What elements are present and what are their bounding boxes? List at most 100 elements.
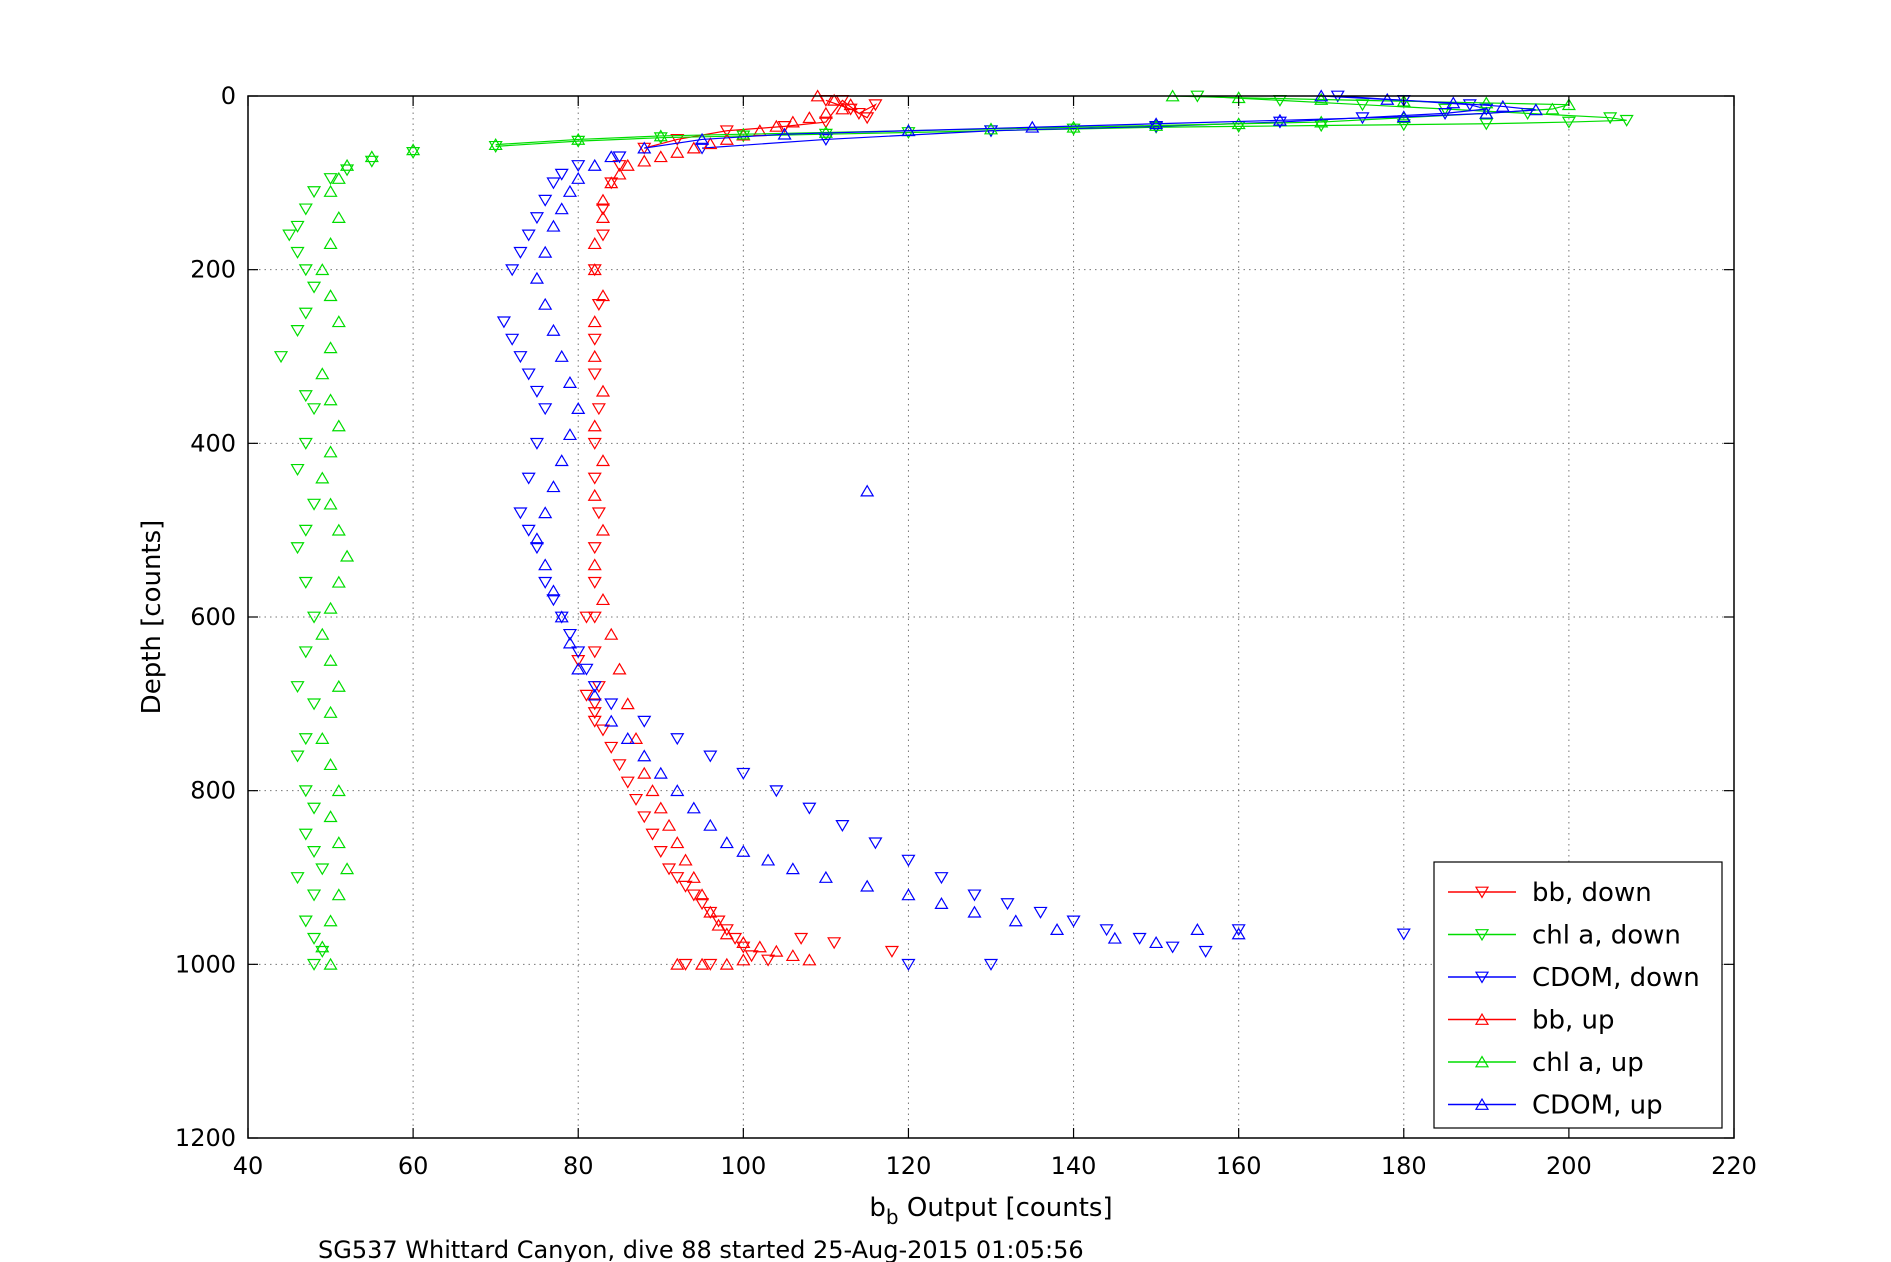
- data-point: [595, 193, 611, 206]
- data-point: [315, 627, 330, 640]
- data-point: [595, 384, 611, 397]
- data-point: [653, 846, 668, 859]
- data-point: [1396, 928, 1411, 941]
- data-point: [818, 125, 833, 138]
- data-point: [670, 872, 685, 885]
- data-point: [562, 636, 578, 649]
- data-point: [612, 160, 627, 173]
- data-point: [306, 611, 322, 624]
- data-point: [315, 367, 330, 380]
- data-point: [802, 953, 817, 966]
- data-point: [678, 880, 693, 893]
- data-point: [686, 870, 701, 883]
- data-point: [628, 731, 644, 744]
- data-point: [273, 351, 289, 364]
- data-point: [290, 463, 305, 476]
- data-point: [595, 593, 611, 606]
- data-point: [645, 828, 660, 841]
- data-point: [744, 950, 759, 963]
- data-point: [571, 171, 586, 184]
- data-point: [1603, 112, 1618, 125]
- data-point: [761, 954, 776, 967]
- data-point: [306, 281, 322, 294]
- data-point: [554, 454, 569, 467]
- y-tick-label: 800: [190, 777, 236, 805]
- data-point: [595, 210, 611, 223]
- data-point: [529, 271, 544, 284]
- data-point: [835, 820, 850, 832]
- x-axis-label-subscript: b: [886, 1205, 899, 1229]
- data-point: [752, 940, 767, 953]
- data-point: [513, 507, 528, 520]
- data-point: [736, 844, 751, 857]
- series-4: [315, 89, 1576, 970]
- x-tick-label: 100: [720, 1152, 766, 1180]
- data-point: [521, 472, 536, 485]
- data-point: [1149, 120, 1164, 133]
- data-point: [587, 542, 602, 555]
- data-point: [1033, 906, 1048, 919]
- data-point: [406, 147, 421, 160]
- data-point: [521, 368, 536, 381]
- data-point: [719, 836, 734, 849]
- data-point: [620, 697, 635, 710]
- data-point: [686, 141, 701, 154]
- data-point: [529, 542, 544, 555]
- y-tick-label: 600: [190, 603, 236, 631]
- data-point: [967, 889, 982, 902]
- data-point: [1099, 924, 1114, 937]
- data-point: [306, 932, 322, 945]
- data-point: [587, 488, 602, 501]
- axis-ticks: 40 60 80 100 120 140 160 180 200 220 0 200 400 600 800…: [175, 82, 1757, 1180]
- data-point: [290, 681, 305, 694]
- data-point: [983, 125, 999, 138]
- y-tick-label: 1000: [175, 950, 236, 978]
- data-point: [785, 115, 800, 128]
- data-point: [562, 375, 578, 388]
- data-point: [323, 957, 338, 970]
- data-point: [901, 124, 916, 137]
- data-point: [901, 854, 916, 867]
- data-point: [802, 111, 817, 124]
- data-point: [703, 905, 718, 918]
- data-point: [637, 154, 652, 167]
- data-point: [1066, 915, 1081, 928]
- data-point: [591, 507, 606, 520]
- data-point: [620, 731, 635, 744]
- y-tick-label: 0: [221, 82, 236, 110]
- data-point: [1272, 113, 1287, 126]
- data-point: [554, 168, 569, 181]
- data-point: [323, 758, 338, 771]
- data-point: [331, 210, 346, 223]
- data-point: [604, 176, 619, 189]
- data-point: [323, 497, 338, 510]
- data-point: [587, 158, 602, 171]
- data-point: [323, 393, 338, 406]
- data-point: [736, 127, 751, 140]
- data-point: [653, 132, 668, 145]
- legend-label: bb, down: [1532, 878, 1652, 908]
- data-point: [587, 646, 602, 659]
- data-point: [587, 315, 602, 328]
- data-point: [670, 733, 685, 746]
- data-point: [736, 953, 751, 966]
- data-point: [653, 150, 668, 163]
- data-point: [595, 523, 611, 536]
- data-point: [571, 655, 586, 668]
- data-point: [538, 576, 553, 589]
- data-point: [843, 98, 858, 111]
- data-point: [777, 127, 792, 140]
- data-point: [587, 333, 602, 346]
- data-point: [670, 784, 685, 797]
- data-point: [1528, 103, 1543, 116]
- data-point: [323, 653, 338, 666]
- data-point: [695, 132, 710, 145]
- data-point: [290, 542, 305, 555]
- series-5: [529, 89, 1543, 949]
- data-point: [1545, 102, 1560, 115]
- data-point: [331, 419, 346, 432]
- data-point: [769, 119, 784, 132]
- data-point: [298, 576, 313, 589]
- data-point: [587, 688, 602, 701]
- data-point: [604, 741, 619, 754]
